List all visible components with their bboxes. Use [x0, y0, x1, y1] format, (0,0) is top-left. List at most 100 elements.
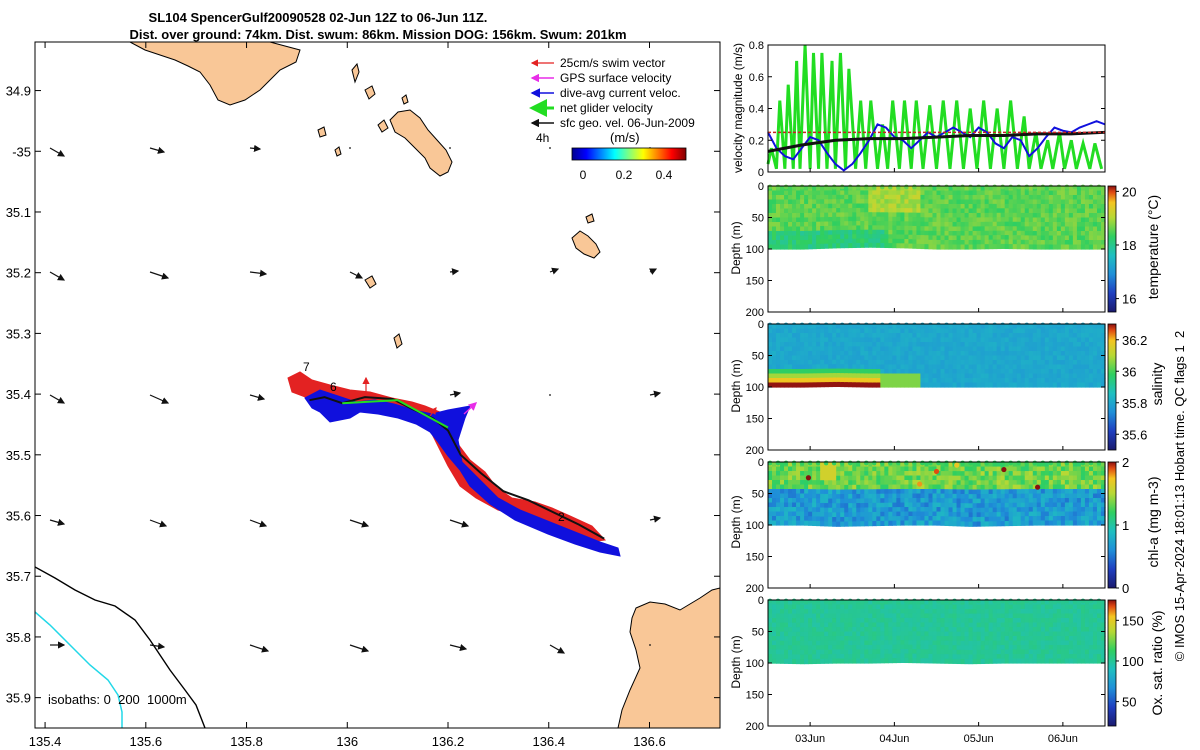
profile-cell: [1064, 360, 1070, 366]
profile-cell: [776, 351, 781, 357]
profile-cell: [888, 203, 893, 209]
profile-cell: [1036, 604, 1042, 610]
profile-cell: [988, 235, 994, 241]
profile-cell: [988, 217, 994, 223]
profile-cell: [1008, 618, 1014, 624]
profile-cell: [1036, 208, 1042, 214]
profile-cell: [808, 502, 813, 508]
profile-cell: [952, 645, 958, 651]
profile-cell: [980, 521, 986, 527]
profile-cell: [916, 600, 922, 606]
profile-cell: [784, 466, 789, 472]
profile-cell: [828, 234, 833, 240]
profile-cell: [988, 378, 994, 384]
profile-cell: [1024, 221, 1030, 227]
profile-cell: [988, 226, 994, 232]
profile-cell: [1076, 240, 1082, 246]
profile-cell: [1060, 324, 1066, 330]
profile-cell: [1048, 645, 1054, 651]
profile-cell: [880, 516, 885, 522]
profile-cell: [884, 190, 889, 196]
profile-cell: [808, 346, 813, 352]
profile-cell: [1064, 645, 1070, 651]
profile-cell: [928, 346, 934, 352]
profile-cell: [960, 382, 966, 388]
profile-cell: [780, 640, 785, 646]
profile-cell: [836, 243, 841, 249]
profile-cell: [992, 654, 998, 660]
profile-cell: [888, 498, 893, 504]
profile-cell: [840, 337, 845, 343]
profile-cell: [1060, 351, 1066, 357]
profile-cell: [1044, 346, 1050, 352]
profile-cell: [812, 226, 817, 232]
profile-cell: [824, 609, 829, 615]
profile-cell: [864, 346, 869, 352]
profile-cell: [964, 378, 970, 384]
profile-cell: [888, 351, 893, 357]
profile-cell: [772, 609, 777, 615]
profile-cell: [876, 382, 881, 388]
profile-cell: [784, 204, 789, 210]
profile-cell: [1056, 226, 1062, 232]
profile-cell: [1036, 378, 1042, 384]
profile-cell: [1072, 355, 1078, 361]
profile-cell: [812, 622, 817, 628]
profile-cell: [980, 194, 986, 201]
profile-cell: [948, 208, 954, 214]
profile-cell: [1016, 622, 1022, 628]
profile-cell: [968, 239, 974, 246]
profile-cell: [812, 493, 817, 499]
profile-cell: [864, 649, 869, 655]
profile-cell: [776, 364, 781, 370]
profile-cell: [820, 654, 825, 660]
profile-cell: [1092, 489, 1098, 495]
profile-cell: [820, 324, 825, 330]
profile-cell: [836, 364, 841, 370]
profile-cell: [804, 239, 809, 245]
profile-cell: [868, 521, 873, 527]
profile-cell: [936, 516, 942, 522]
profile-cell: [1064, 613, 1070, 619]
profile-cell: [900, 378, 905, 384]
profile-cell: [820, 645, 825, 651]
profile-cell: [932, 507, 938, 513]
profile-cell: [924, 511, 930, 517]
profile-cell: [1056, 204, 1062, 210]
profile-cell: [920, 649, 926, 655]
profile-cell: [1068, 511, 1074, 517]
profile-cell: [920, 239, 926, 245]
profile-cell: [1060, 613, 1066, 619]
profile-cell: [1036, 217, 1042, 223]
profile-cell: [1076, 346, 1082, 352]
profile-cell: [1080, 328, 1086, 334]
profile-cell: [1096, 195, 1102, 201]
profile-cell: [932, 493, 938, 499]
profile-cell: [812, 649, 817, 655]
profile-cell: [908, 489, 914, 495]
profile-cell: [980, 378, 986, 384]
profile-cell: [772, 604, 777, 610]
profile-cell: [872, 626, 877, 633]
profile-cell: [852, 658, 857, 664]
profile-cell: [788, 627, 793, 633]
profile-cell: [816, 480, 821, 486]
velocity-y-tick-label: 0.2: [749, 135, 764, 147]
profile-cell: [808, 364, 813, 370]
profile-cell: [1092, 480, 1098, 486]
profile-cell: [996, 230, 1002, 236]
profile-cell: [872, 498, 877, 504]
profile-cell: [1000, 618, 1006, 624]
profile-cell: [1024, 493, 1030, 499]
profile-cell: [864, 618, 869, 624]
profile-cell: [976, 631, 982, 637]
profile-cell: [772, 649, 777, 655]
profile-cell: [1004, 600, 1010, 606]
profile-cell: [932, 208, 938, 214]
profile-cell: [1032, 498, 1038, 504]
profile-cell: [972, 217, 978, 223]
profile-cell: [1020, 627, 1026, 633]
profile-cell: [788, 204, 793, 210]
profile-cell: [900, 351, 905, 357]
profile-cell: [804, 350, 809, 357]
